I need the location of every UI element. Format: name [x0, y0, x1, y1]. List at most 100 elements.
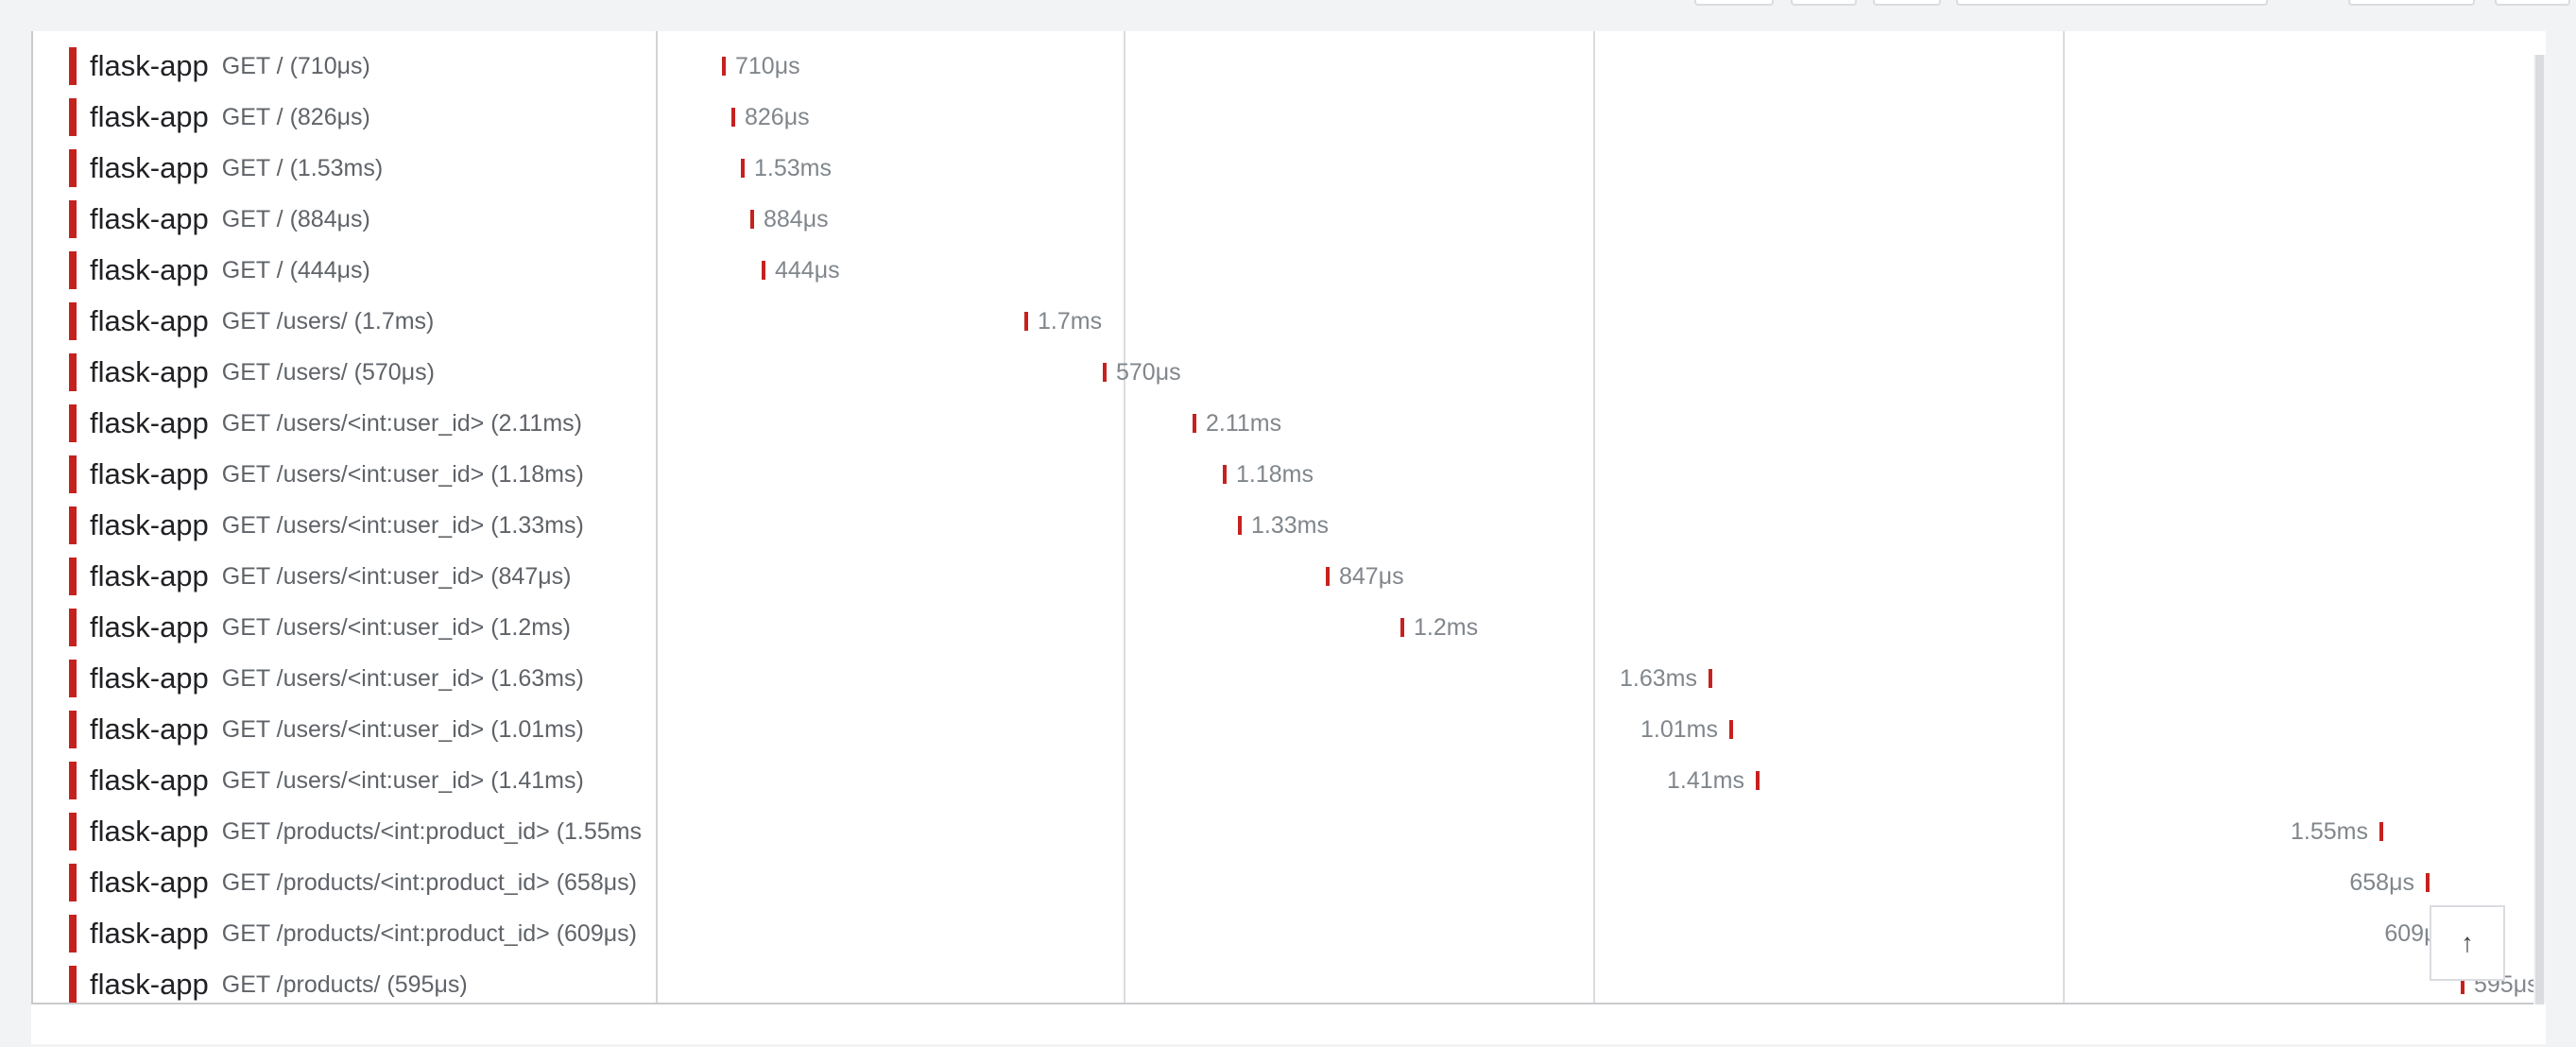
span-row[interactable]: flask-app GET /users/<int:user_id> (1.63m… — [33, 653, 584, 704]
span-color-indicator — [69, 711, 77, 748]
span-bar[interactable] — [1709, 669, 1712, 688]
span-bar[interactable] — [1400, 618, 1404, 637]
operation-name: GET /users/<int:user_id> (1.2ms) — [221, 613, 571, 641]
service-name: flask-app — [90, 304, 209, 337]
span-bar[interactable] — [750, 210, 754, 229]
span-row[interactable]: flask-app GET /users/<int:user_id> (1.41m… — [33, 755, 584, 806]
service-name: flask-app — [90, 100, 209, 133]
span-color-indicator — [69, 506, 77, 544]
span-row[interactable]: flask-app GET /users/ (1.7ms) — [33, 296, 434, 347]
span-bar[interactable] — [2426, 873, 2430, 892]
operation-name: GET /users/<int:user_id> (1.33ms) — [221, 511, 584, 539]
span-color-indicator — [69, 47, 77, 85]
span-row[interactable]: flask-app GET /products/<int:product_id> … — [33, 806, 642, 857]
vertical-scrollbar[interactable] — [2533, 55, 2546, 1004]
span-duration-label: 710μs — [735, 53, 800, 79]
span-row[interactable]: flask-app GET /users/ (570μs) — [33, 347, 435, 398]
span-color-indicator — [69, 353, 77, 391]
scrollbar-thumb[interactable] — [2535, 55, 2544, 1004]
span-bar[interactable] — [741, 159, 745, 178]
span-color-indicator — [69, 149, 77, 187]
span-color-indicator — [69, 455, 77, 493]
span-bar[interactable] — [1024, 312, 1028, 331]
span-bar[interactable] — [1729, 720, 1733, 739]
operation-name: GET /users/<int:user_id> (1.01ms) — [221, 715, 584, 743]
span-row[interactable]: flask-app GET /users/<int:user_id> (847μs… — [33, 551, 571, 602]
span-duration-label: 1.2ms — [1414, 614, 1479, 641]
span-duration-label: 1.63ms — [1620, 665, 1697, 692]
span-row[interactable]: flask-app GET / (1.53ms) — [33, 143, 383, 194]
operation-name: GET / (710μs) — [221, 52, 370, 79]
toolbar-zoom-control[interactable] — [2348, 0, 2475, 6]
span-row[interactable]: flask-app GET / (444μs) — [33, 245, 370, 296]
span-color-indicator — [69, 558, 77, 595]
span-row[interactable]: flask-app GET /users/<int:user_id> (2.11m… — [33, 398, 582, 449]
scroll-to-top-button[interactable]: ↑ — [2430, 905, 2505, 981]
span-duration-label: 2.11ms — [1206, 410, 1282, 437]
span-bar[interactable] — [2379, 822, 2383, 841]
service-name: flask-app — [90, 559, 209, 592]
trace-timeline-view: flask-app GET / (710μs) flask-app GET / (82… — [31, 31, 2533, 1004]
service-name: flask-app — [90, 815, 209, 848]
service-name: flask-app — [90, 202, 209, 235]
span-row[interactable]: flask-app GET /products/ (595μs) — [33, 959, 468, 1003]
span-bar[interactable] — [2461, 975, 2464, 994]
service-name: flask-app — [90, 610, 209, 644]
operation-name: GET / (884μs) — [221, 205, 370, 232]
toolbar-button[interactable] — [1694, 0, 1774, 6]
operation-name: GET /products/<int:product_id> (609μs) — [221, 919, 637, 947]
span-color-indicator — [69, 813, 77, 850]
span-color-indicator — [69, 302, 77, 340]
toolbar-search-field[interactable] — [1956, 0, 2268, 6]
span-duration-label: 884μs — [764, 206, 829, 232]
span-row[interactable]: flask-app GET /products/<int:product_id> … — [33, 908, 637, 959]
span-duration-label: 1.53ms — [754, 155, 832, 181]
span-color-indicator — [69, 660, 77, 697]
timeline-gridline — [1593, 31, 1595, 1003]
span-bar[interactable] — [1223, 465, 1227, 484]
span-bar[interactable] — [1756, 771, 1760, 790]
span-bar[interactable] — [762, 261, 765, 280]
span-duration-label: 1.55ms — [2291, 818, 2368, 845]
span-color-indicator — [69, 864, 77, 901]
span-duration-label: 1.18ms — [1236, 461, 1314, 488]
span-row[interactable]: flask-app GET /users/<int:user_id> (1.01m… — [33, 704, 584, 755]
operation-name: GET / (1.53ms) — [221, 154, 384, 181]
span-color-indicator — [69, 200, 77, 238]
service-name: flask-app — [90, 355, 209, 388]
service-name: flask-app — [90, 712, 209, 746]
span-row[interactable]: flask-app GET /users/<int:user_id> (1.2ms… — [33, 602, 571, 653]
service-name: flask-app — [90, 661, 209, 695]
span-row[interactable]: flask-app GET / (826μs) — [33, 92, 370, 143]
span-duration-label: 826μs — [745, 104, 810, 130]
span-duration-label: 847μs — [1339, 563, 1404, 590]
operation-name: GET /products/ (595μs) — [221, 970, 468, 998]
service-name: flask-app — [90, 457, 209, 490]
toolbar-button[interactable] — [2495, 0, 2570, 6]
span-bar[interactable] — [1238, 516, 1242, 535]
span-row[interactable]: flask-app GET / (710μs) — [33, 41, 370, 92]
service-name: flask-app — [90, 508, 209, 541]
span-duration-label: 1.7ms — [1038, 308, 1103, 335]
arrow-up-icon: ↑ — [2461, 928, 2474, 957]
span-bar[interactable] — [731, 108, 735, 127]
span-row[interactable]: flask-app GET / (884μs) — [33, 194, 370, 245]
span-duration-label: 658μs — [2349, 869, 2414, 896]
timeline-gridline — [2063, 31, 2065, 1003]
span-color-indicator — [69, 762, 77, 799]
span-bar[interactable] — [1326, 567, 1330, 586]
span-row[interactable]: flask-app GET /products/<int:product_id> … — [33, 857, 637, 908]
span-row[interactable]: flask-app GET /users/<int:user_id> (1.18m… — [33, 449, 584, 500]
span-bar[interactable] — [1103, 363, 1107, 382]
span-color-indicator — [69, 609, 77, 646]
toolbar-button[interactable] — [1873, 0, 1941, 6]
span-bar[interactable] — [722, 57, 726, 76]
timeline-gridline — [1124, 31, 1125, 1003]
toolbar-button[interactable] — [1791, 0, 1857, 6]
span-duration-label: 1.01ms — [1640, 716, 1718, 743]
span-timeline: 710μs 826μs 1.53ms 884μs 444μs 1.7ms 570μs 2.11… — [656, 31, 2533, 1003]
span-row[interactable]: flask-app GET /users/<int:user_id> (1.33m… — [33, 500, 584, 551]
operation-name: GET /users/ (570μs) — [221, 358, 435, 386]
span-bar[interactable] — [1193, 414, 1196, 433]
service-name: flask-app — [90, 866, 209, 899]
